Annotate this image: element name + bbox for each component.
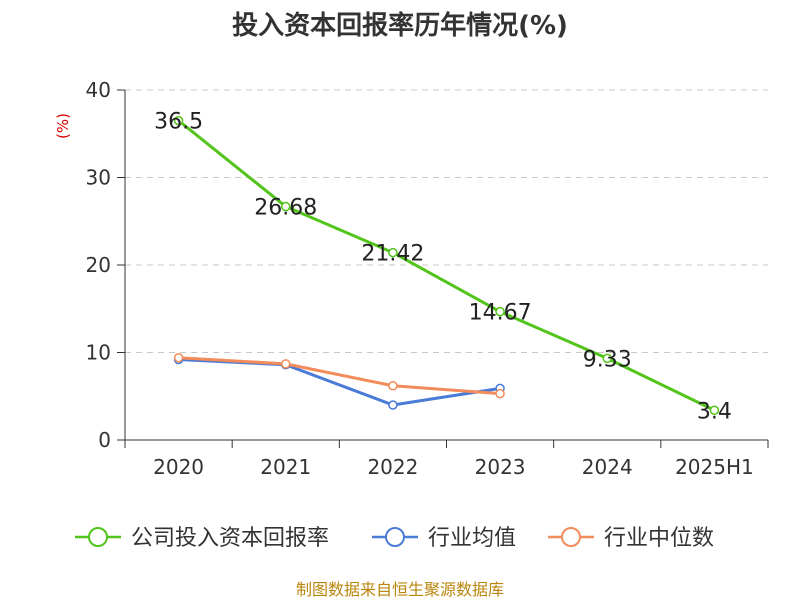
grid-lines [125,89,768,353]
series-line-1 [178,358,501,407]
data-label: 9.33 [583,347,632,372]
data-point [495,388,505,399]
series-line-2 [178,356,501,396]
legend-label: 行业中位数 [604,526,714,551]
data-point [495,306,505,317]
legend: 公司投入资本回报率 行业均值 行业中位数 [75,526,714,551]
data-label: 3.4 [697,399,732,424]
data-point [709,405,720,415]
series-layer: 36.5 26.68 21.42 14.67 9.33 3.4 [154,110,732,425]
data-point [388,381,398,391]
legend-marker [88,527,108,547]
data-label: 21.42 [361,242,424,267]
data-point [281,201,291,212]
x-tick-label: 2020 [153,455,204,479]
data-point [173,115,184,126]
x-tick-label: 2025H1 [675,455,754,479]
y-tick-label: 40 [86,78,111,102]
x-tick-label: 2024 [582,455,633,479]
axes: 0 10 20 30 40 2020 2021 2022 2023 2024 2025H1 [86,78,769,479]
data-point [281,359,291,369]
data-point [388,400,398,410]
legend-marker [385,527,405,547]
y-tick-label: 10 [86,341,111,365]
y-tick-label: 20 [86,253,111,277]
data-point [602,353,612,364]
y-tick-label: 30 [86,166,111,190]
y-tick-label: 0 [98,428,111,452]
x-tick-label: 2023 [475,455,526,479]
data-label: 36.5 [154,110,203,135]
data-label: 14.67 [469,301,532,326]
x-tick-label: 2021 [260,455,311,479]
legend-label: 行业均值 [428,526,516,551]
series-line-0 [177,119,716,412]
data-label: 26.68 [254,196,317,221]
y-axis-label: (%) [54,113,72,139]
legend-marker [561,527,581,547]
data-point [388,247,398,258]
source-note: 制图数据来自恒生聚源数据库 [295,580,504,599]
data-point [173,353,184,363]
chart-title: 投入资本回报率历年情况(%) [232,10,568,41]
legend-label: 公司投入资本回报率 [131,526,329,551]
x-tick-label: 2022 [367,455,418,479]
